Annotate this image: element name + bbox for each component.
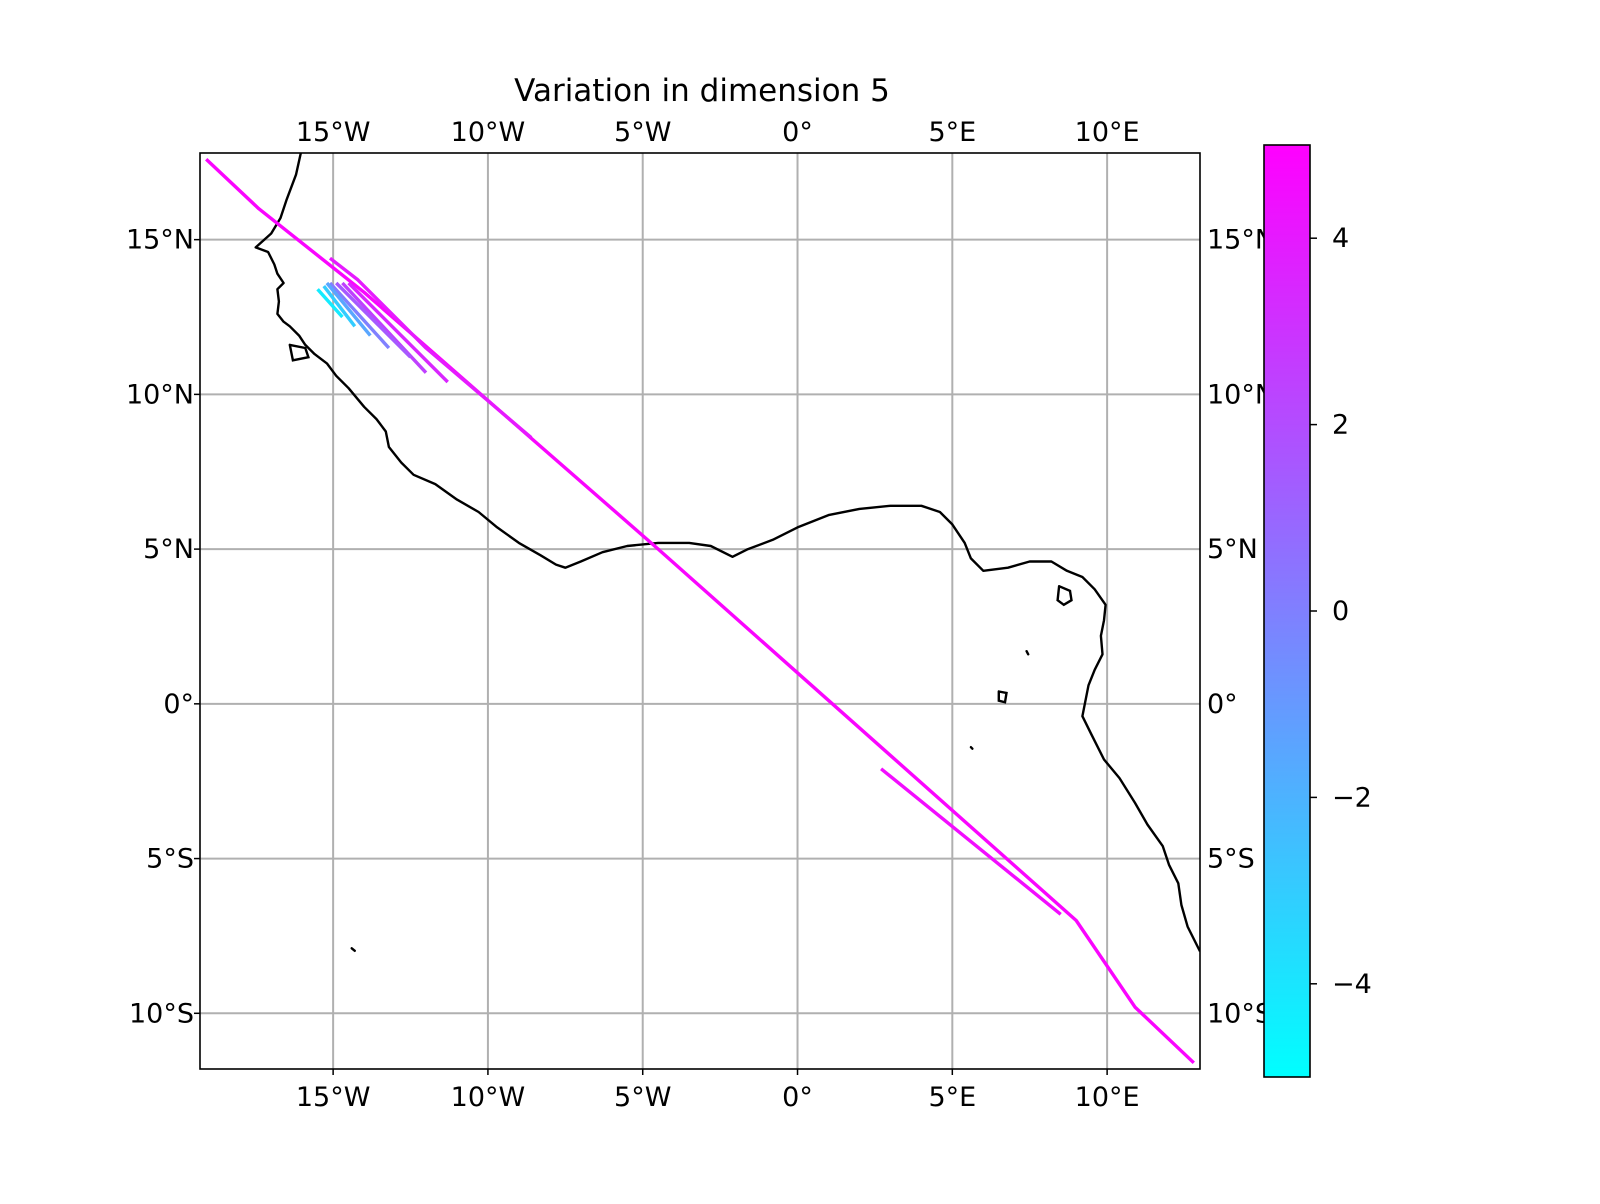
x-tick-label-top: 10°W <box>451 117 526 148</box>
map-frame <box>199 152 1201 1070</box>
track-line <box>205 157 1195 1065</box>
track-line <box>316 288 344 319</box>
y-tick-label-right: 5°S <box>1207 844 1255 875</box>
y-tick-label-right: 10°S <box>1207 998 1272 1029</box>
x-tick-label-bottom: 15°W <box>296 1082 371 1113</box>
gridlines <box>200 153 1200 1069</box>
x-tick-label-top: 5°E <box>928 117 976 148</box>
chart-title: Variation in dimension 5 <box>514 73 890 109</box>
colorbar-bar <box>1263 144 1311 1078</box>
track-line <box>322 285 357 328</box>
colorbar-tick-label: 2 <box>1332 410 1349 441</box>
y-tick-label-left: 0° <box>163 689 194 720</box>
track-line <box>334 281 412 359</box>
tracks <box>205 157 1195 1065</box>
island-path <box>997 690 1008 704</box>
track-line <box>341 281 428 374</box>
coastline <box>254 153 1200 952</box>
track-line <box>347 281 449 384</box>
island-path <box>1056 585 1073 607</box>
x-tick-label-bottom: 5°E <box>928 1082 976 1113</box>
colorbar-tick-label: 4 <box>1332 223 1349 254</box>
x-tick-label-top: 5°W <box>614 117 671 148</box>
track-line <box>325 281 372 337</box>
y-tick-label-right: 5°N <box>1207 534 1258 565</box>
y-tick-label-left: 15°N <box>126 225 194 256</box>
island-path <box>969 746 974 750</box>
y-tick-label-left: 5°S <box>146 844 194 875</box>
colorbar-ticks: −4 −2 0 2 4 <box>1310 223 1372 1000</box>
x-tick-label-top: 15°W <box>296 117 371 148</box>
x-tick-label-bottom: 5°W <box>614 1082 671 1113</box>
coastline-path <box>254 153 1200 952</box>
x-tick-label-bottom: 10°W <box>451 1082 526 1113</box>
track-line <box>328 256 533 439</box>
island-path <box>350 947 356 952</box>
y-tick-label-left: 5°N <box>143 534 194 565</box>
colorbar-tick-label: −2 <box>1332 782 1372 813</box>
y-tick-label-right: 0° <box>1207 689 1238 720</box>
track-line <box>880 767 1062 916</box>
island-path <box>1025 650 1030 656</box>
tick-labels: 15°W 15°W 10°W 10°W 5°W 5°W 0° 0° 5°E 5°E 10°E 10°E… <box>126 117 1275 1113</box>
colorbar-tick-label: −4 <box>1332 969 1372 1000</box>
island-path <box>288 343 310 362</box>
colorbar: −4 −2 0 2 4 <box>1263 144 1372 1078</box>
track-line <box>328 281 391 350</box>
x-tick-label-top: 0° <box>782 117 813 148</box>
y-tick-label-left: 10°S <box>129 998 194 1029</box>
x-tick-label-bottom: 0° <box>782 1082 813 1113</box>
y-tick-label-left: 10°N <box>126 379 194 410</box>
x-tick-label-bottom: 10°E <box>1075 1082 1140 1113</box>
x-tick-label-top: 10°E <box>1075 117 1140 148</box>
colorbar-tick-label: 0 <box>1332 596 1349 627</box>
